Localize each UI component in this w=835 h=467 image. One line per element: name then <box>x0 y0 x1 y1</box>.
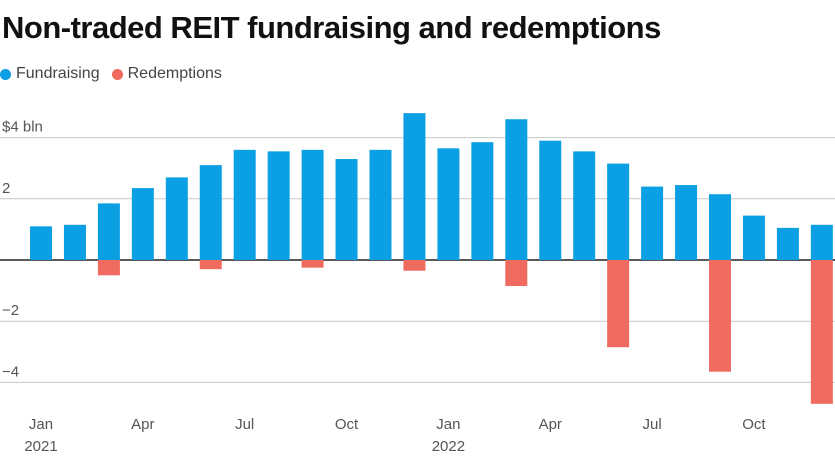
fundraising-bar <box>131 188 154 260</box>
redemptions-bar <box>403 260 426 271</box>
fundraising-bar <box>675 185 698 260</box>
x-tick-label: Oct <box>742 416 766 433</box>
x-tick-label: Oct <box>335 416 359 433</box>
fundraising-bar <box>573 151 596 260</box>
y-tick-label: −2 <box>2 302 19 319</box>
redemptions-bar <box>505 260 528 287</box>
fundraising-bar <box>505 119 528 261</box>
legend-label-fundraising: Fundraising <box>16 65 100 82</box>
redemptions-swatch <box>111 68 123 80</box>
legend: Fundraising Redemptions <box>0 65 234 83</box>
legend-label-redemptions: Redemptions <box>127 65 222 82</box>
y-tick-label: 2 <box>2 180 10 197</box>
fundraising-bar <box>165 177 188 260</box>
x-tick-label: Apr <box>131 416 154 433</box>
fundraising-bar <box>776 227 799 260</box>
fundraising-bar <box>539 140 562 260</box>
x-tick-label: Jul <box>235 416 254 433</box>
fundraising-bar <box>607 163 630 260</box>
fundraising-bar <box>641 186 664 260</box>
fundraising-bar <box>709 194 731 260</box>
x-tick-label: Apr <box>539 416 562 433</box>
fundraising-bar <box>437 148 460 260</box>
fundraising-bar <box>199 165 222 260</box>
fundraising-bar <box>267 151 290 260</box>
fundraising-bar <box>335 159 358 260</box>
chart-title: Non-traded REIT fundraising and redempti… <box>2 10 661 45</box>
x-tick-label: Jan <box>29 416 53 433</box>
redemptions-bar <box>607 260 630 348</box>
x-tick-label: Jan <box>436 416 460 433</box>
x-tick-label: Jul <box>643 416 662 433</box>
y-tick-label: −4 <box>2 363 19 380</box>
y-tick-label: $4 bln <box>2 119 43 136</box>
fundraising-bar <box>30 226 52 260</box>
redemptions-bar <box>199 260 222 270</box>
redemptions-bar <box>301 260 324 268</box>
fundraising-bar <box>369 149 392 260</box>
fundraising-bar <box>97 203 120 260</box>
legend-item-fundraising: Fundraising <box>0 65 100 83</box>
fundraising-bar <box>233 149 256 260</box>
x-tick-year-label: 2022 <box>432 438 465 455</box>
fundraising-bar <box>63 224 86 260</box>
fundraising-bar <box>742 215 765 260</box>
fundraising-bar <box>810 224 833 260</box>
fundraising-bar <box>471 142 494 260</box>
fundraising-bar <box>301 149 324 260</box>
redemptions-bar <box>97 260 120 276</box>
redemptions-bar <box>810 260 833 404</box>
x-tick-year-label: 2021 <box>24 438 57 455</box>
fundraising-bar <box>403 113 426 261</box>
redemptions-bar <box>709 260 731 372</box>
fundraising-swatch <box>0 68 11 80</box>
legend-item-redemptions: Redemptions <box>111 65 222 83</box>
